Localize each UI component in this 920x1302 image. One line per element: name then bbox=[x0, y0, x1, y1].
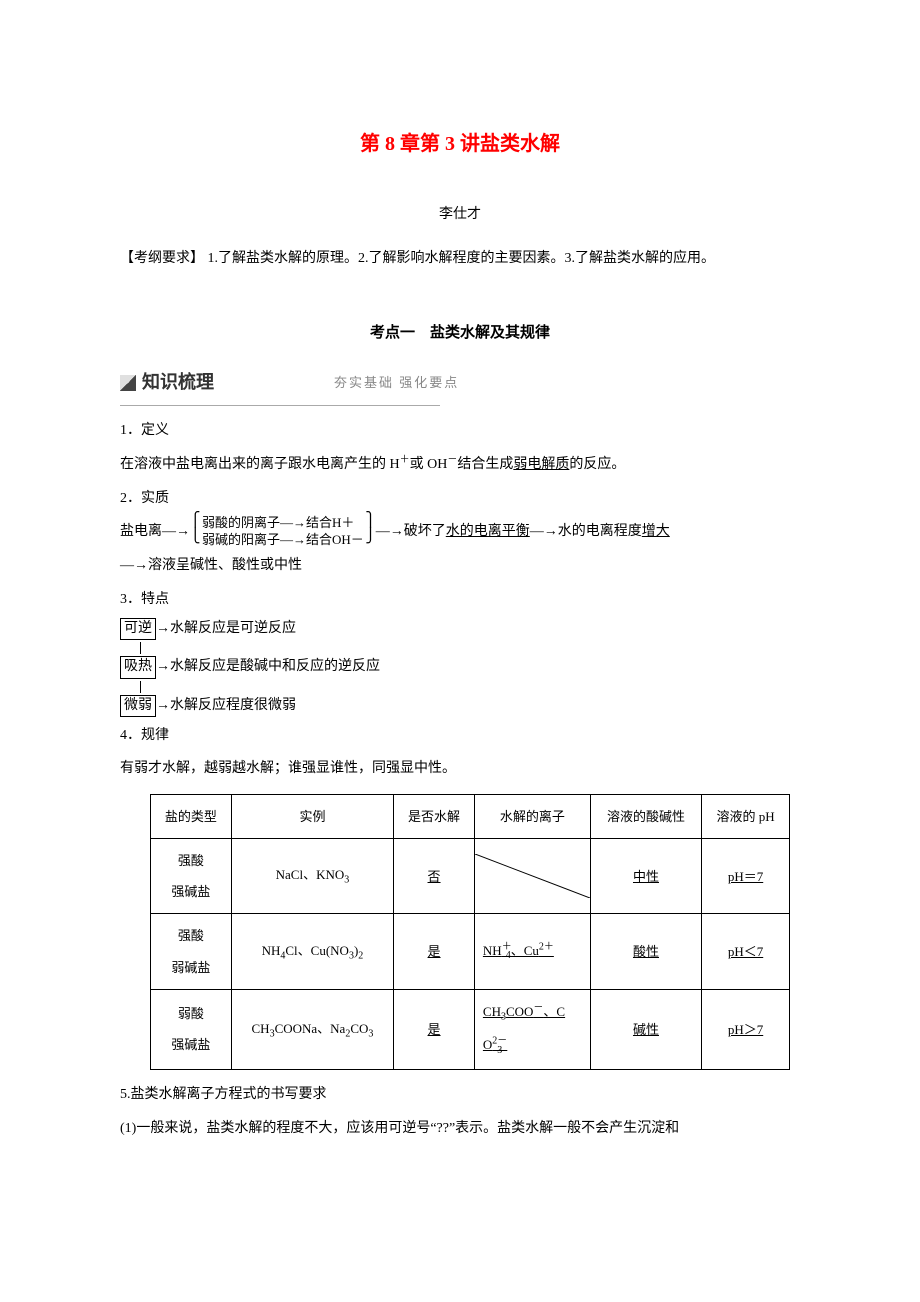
sec1-text-e: 的反应。 bbox=[569, 457, 625, 472]
ess-u2: 增大 bbox=[642, 524, 670, 539]
sec1-underline: 弱电解质 bbox=[513, 457, 569, 472]
char-row-1: 可逆→水解反应是可逆反应 bbox=[120, 618, 800, 640]
cell-ab-1: 中性 bbox=[590, 839, 701, 914]
txt-weak: →水解反应程度很微弱 bbox=[156, 698, 296, 713]
cell-hyd-1: 否 bbox=[394, 839, 475, 914]
table-row: 强酸弱碱盐 NH4Cl、Cu(NO3)2 是 NH＋4、Cu2＋ 酸性 pH＜7 bbox=[151, 914, 790, 989]
sec2-tail: ―→溶液呈碱性、酸性或中性 bbox=[120, 549, 800, 583]
sec1-body: 在溶液中盐电离出来的离子跟水电离产生的 H＋或 OH－结合生成弱电解质的反应。 bbox=[120, 448, 800, 482]
exam-requirements: 【考纲要求】 1.了解盐类水解的原理。2.了解影响水解程度的主要因素。3.了解盐… bbox=[120, 242, 800, 276]
brace-row2: 弱碱的阳离子―→结合OH－ bbox=[202, 532, 364, 549]
char-row-3: 微弱→水解反应程度很微弱 bbox=[120, 695, 800, 717]
th-acidbase: 溶液的酸碱性 bbox=[590, 794, 701, 838]
sec4-body: 有弱才水解，越弱越水解；谁强显谁性，同强显中性。 bbox=[120, 752, 800, 786]
sec5-body: (1)一般来说，盐类水解的程度不大，应该用可逆号“??”表示。盐类水解一般不会产… bbox=[120, 1112, 800, 1146]
connector-1 bbox=[140, 642, 800, 654]
cell-ph-3: pH＞7 bbox=[702, 989, 790, 1069]
exam-req-text: 1.了解盐类水解的原理。2.了解影响水解程度的主要因素。3.了解盐类水解的应用。 bbox=[204, 251, 715, 266]
char-row-2: 吸热→水解反应是酸碱中和反应的逆反应 bbox=[120, 656, 800, 678]
page-title: 第 8 章第 3 讲盐类水解 bbox=[120, 120, 800, 168]
cell-type-1: 强酸强碱盐 bbox=[151, 839, 232, 914]
cell-ion-3: CH3COO－、CO2－3 bbox=[474, 989, 590, 1069]
sec2-body: 盐电离―→ 弱酸的阴离子―→结合H＋ 弱碱的阳离子―→结合OH－ ―→破坏了水的… bbox=[120, 515, 800, 549]
cell-ex-2: NH4Cl、Cu(NO3)2 bbox=[231, 914, 393, 989]
cell-type-2: 强酸弱碱盐 bbox=[151, 914, 232, 989]
sec3-heading: 3．特点 bbox=[120, 583, 800, 617]
th-example: 实例 bbox=[231, 794, 393, 838]
sec2-heading: 2．实质 bbox=[120, 482, 800, 516]
sec4-heading: 4．规律 bbox=[120, 719, 800, 753]
cell-ion-1 bbox=[474, 839, 590, 914]
author: 李仕才 bbox=[120, 198, 800, 232]
box-endothermic: 吸热 bbox=[120, 656, 156, 678]
ess-mid1: ―→破坏了 bbox=[376, 524, 446, 539]
point1-title: 考点一 盐类水解及其规律 bbox=[120, 315, 800, 351]
cell-ph-2: pH＜7 bbox=[702, 914, 790, 989]
th-type: 盐的类型 bbox=[151, 794, 232, 838]
sec1-heading: 1．定义 bbox=[120, 414, 800, 448]
exam-req-label: 【考纲要求】 bbox=[120, 251, 204, 266]
ess-u1: 水的电离平衡 bbox=[446, 524, 530, 539]
cell-ab-2: 酸性 bbox=[590, 914, 701, 989]
banner-sub: 夯实基础 强化要点 bbox=[334, 367, 459, 398]
table-row: 强酸强碱盐 NaCl、KNO3 否 中性 pH＝7 bbox=[151, 839, 790, 914]
box-weak: 微弱 bbox=[120, 695, 156, 717]
cell-ion-2: NH＋4、Cu2＋ bbox=[474, 914, 590, 989]
cell-ab-3: 碱性 bbox=[590, 989, 701, 1069]
box-reversible: 可逆 bbox=[120, 618, 156, 640]
sec5-heading: 5.盐类水解离子方程式的书写要求 bbox=[120, 1078, 800, 1112]
brace-block: 弱酸的阴离子―→结合H＋ 弱碱的阳离子―→结合OH－ bbox=[190, 515, 376, 549]
cell-hyd-3: 是 bbox=[394, 989, 475, 1069]
banner-icon bbox=[120, 375, 136, 391]
hydrolysis-table: 盐的类型 实例 是否水解 水解的离子 溶液的酸碱性 溶液的 pH 强酸强碱盐 N… bbox=[150, 794, 790, 1070]
txt-reversible: →水解反应是可逆反应 bbox=[156, 621, 296, 636]
th-ion: 水解的离子 bbox=[474, 794, 590, 838]
cell-type-3: 弱酸强碱盐 bbox=[151, 989, 232, 1069]
cell-ex-3: CH3COONa、Na2CO3 bbox=[231, 989, 393, 1069]
ess-pre: 盐电离―→ bbox=[120, 524, 190, 539]
cell-ex-1: NaCl、KNO3 bbox=[231, 839, 393, 914]
ess-mid2: ―→水的电离程度 bbox=[530, 524, 642, 539]
cell-hyd-2: 是 bbox=[394, 914, 475, 989]
connector-2 bbox=[140, 681, 800, 693]
knowledge-banner: 知识梳理 夯实基础 强化要点 bbox=[120, 361, 800, 404]
table-header-row: 盐的类型 实例 是否水解 水解的离子 溶液的酸碱性 溶液的 pH bbox=[151, 794, 790, 838]
txt-endothermic: →水解反应是酸碱中和反应的逆反应 bbox=[156, 659, 380, 674]
banner-main: 知识梳理 bbox=[142, 361, 214, 404]
sec1-text-a: 在溶液中盐电离出来的离子跟水电离产生的 H bbox=[120, 457, 400, 472]
th-ph: 溶液的 pH bbox=[702, 794, 790, 838]
sec1-text-c: 结合生成 bbox=[457, 457, 513, 472]
cell-ph-1: pH＝7 bbox=[702, 839, 790, 914]
brace-row1: 弱酸的阴离子―→结合H＋ bbox=[202, 515, 364, 532]
table-row: 弱酸强碱盐 CH3COONa、Na2CO3 是 CH3COO－、CO2－3 碱性… bbox=[151, 989, 790, 1069]
th-hydrolyze: 是否水解 bbox=[394, 794, 475, 838]
sec1-text-b: 或 OH bbox=[410, 457, 448, 472]
